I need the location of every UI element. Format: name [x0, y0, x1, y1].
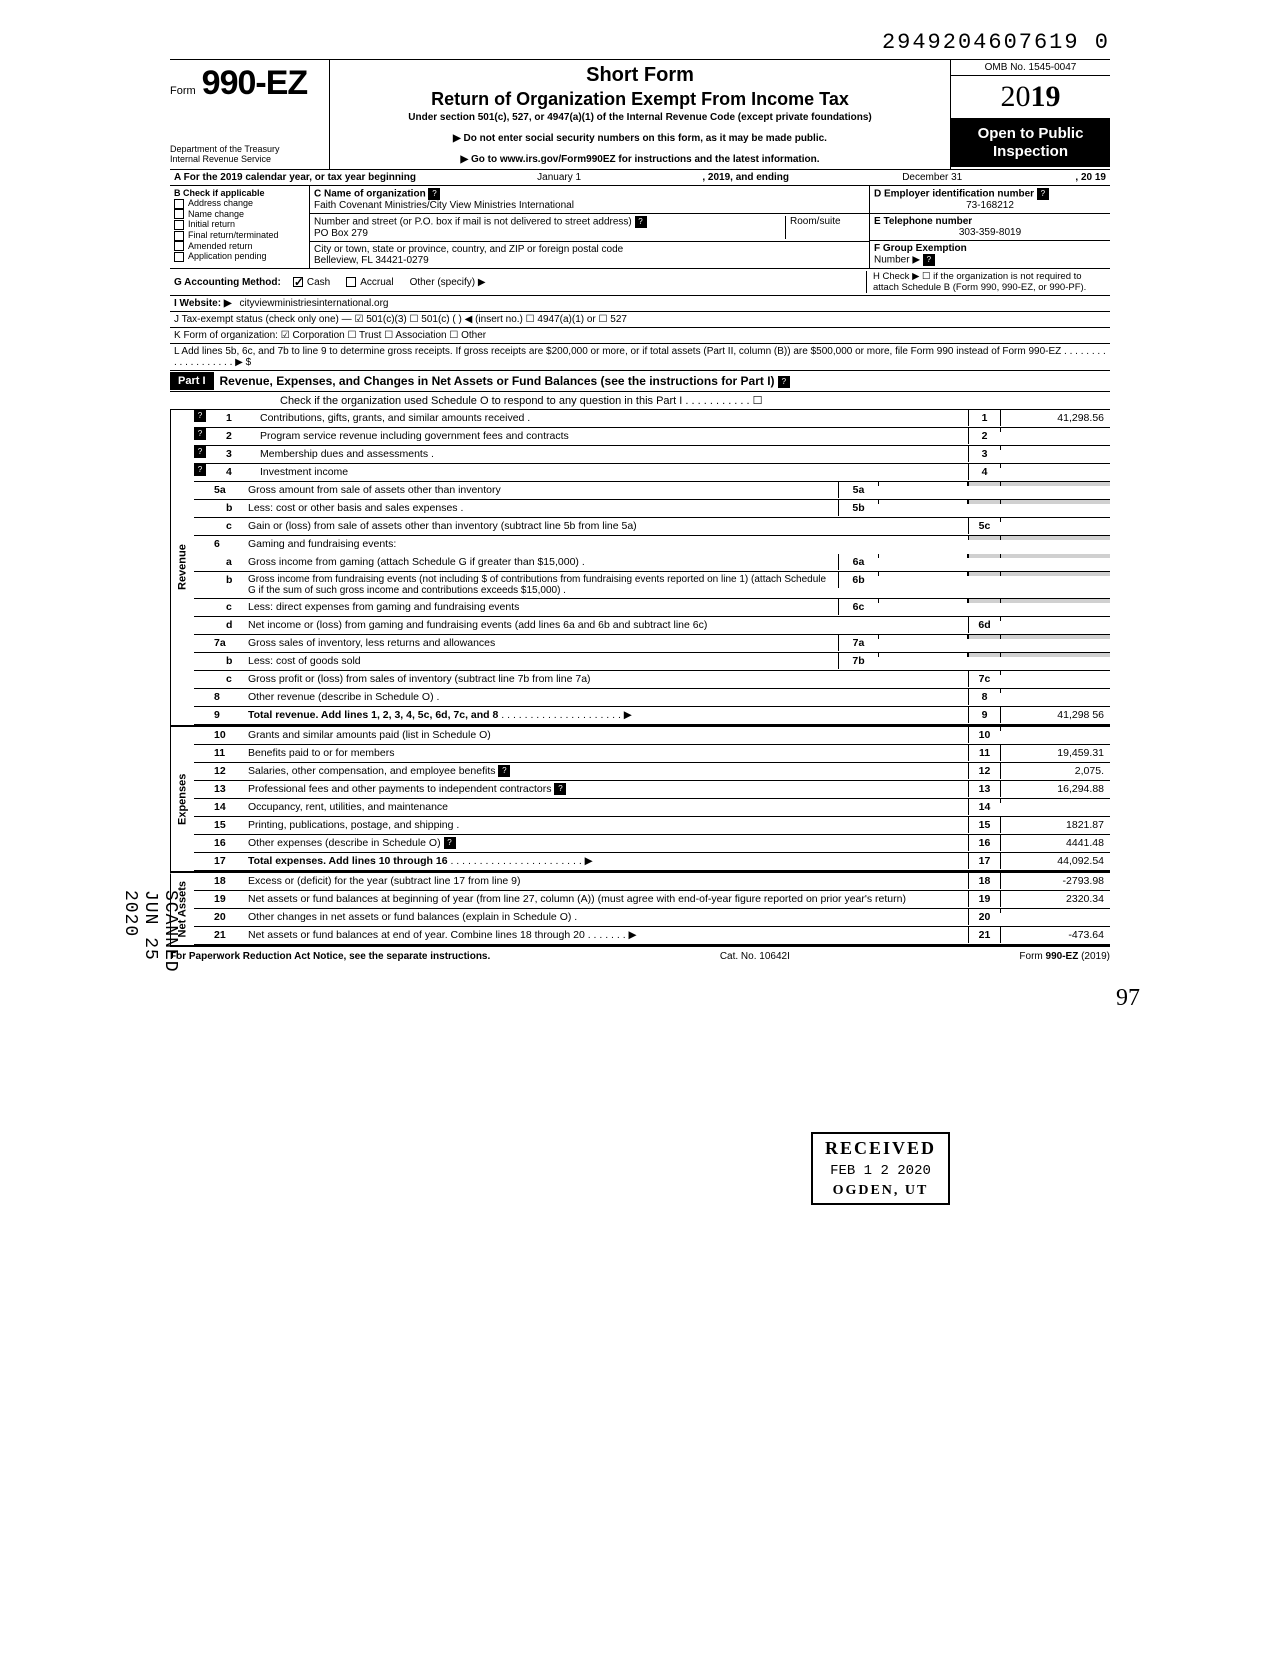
line-13-value: 16,294.88	[1000, 781, 1110, 797]
line-8-value	[1000, 689, 1110, 693]
footer-mid: Cat. No. 10642I	[720, 951, 790, 962]
help-icon[interactable]: ?	[194, 428, 206, 440]
line-1-value: 41,298.56	[1000, 410, 1110, 426]
row-i-website: I Website: ▶ cityviewministriesinternati…	[170, 296, 1110, 312]
section-f-label: F Group Exemption	[874, 243, 967, 254]
section-c-label: C Name of organization	[314, 189, 426, 200]
ssn-note: Do not enter social security numbers on …	[338, 133, 942, 144]
revenue-block: Revenue ?1Contributions, gifts, grants, …	[170, 410, 1110, 727]
check-amended-return[interactable]	[174, 241, 184, 251]
part-1-label: Part I	[170, 372, 214, 390]
entity-info-block: B Check if applicable Address change Nam…	[170, 186, 1110, 269]
help-icon[interactable]: ?	[194, 446, 206, 458]
line-19-value: 2320.34	[1000, 891, 1110, 907]
help-icon[interactable]: ?	[444, 837, 456, 849]
return-title: Return of Organization Exempt From Incom…	[338, 89, 942, 110]
side-label-revenue: Revenue	[170, 410, 194, 725]
line-12-value: 2,075.	[1000, 763, 1110, 779]
section-b-header: B Check if applicable	[174, 188, 305, 198]
side-label-expenses: Expenses	[170, 727, 194, 871]
line-9-value: 41,298 56	[1000, 707, 1110, 723]
open-to-public: Open to Public Inspection	[951, 119, 1110, 167]
line-16-value: 4441.48	[1000, 835, 1110, 851]
department: Department of the Treasury Internal Reve…	[170, 145, 323, 165]
under-section: Under section 501(c), 527, or 4947(a)(1)…	[338, 112, 942, 123]
row-j-tax-exempt: J Tax-exempt status (check only one) — ☑…	[170, 312, 1110, 328]
expenses-block: Expenses 10Grants and similar amounts pa…	[170, 727, 1110, 873]
room-suite-label: Room/suite	[785, 216, 865, 239]
line-5c-value	[1000, 518, 1110, 522]
line-10-value	[1000, 727, 1110, 731]
section-d-label: D Employer identification number	[874, 189, 1034, 200]
form-number: 990-EZ	[202, 64, 308, 103]
row-l-gross-receipts: L Add lines 5b, 6c, and 7b to line 9 to …	[170, 344, 1110, 371]
form-label: Form	[170, 85, 196, 97]
line-11-value: 19,459.31	[1000, 745, 1110, 761]
part-1-schedule-check: Check if the organization used Schedule …	[170, 392, 1110, 410]
help-icon[interactable]: ?	[194, 410, 206, 422]
line-17-value: 44,092.54	[1000, 853, 1110, 869]
line-20-value	[1000, 909, 1110, 913]
line-7c-value	[1000, 671, 1110, 675]
ein-value: 73-168212	[874, 200, 1106, 211]
org-address: PO Box 279	[314, 228, 368, 239]
section-f-sub: Number ▶	[874, 255, 920, 266]
goto-note: Go to www.irs.gov/Form990EZ for instruct…	[338, 154, 942, 165]
line-14-value	[1000, 799, 1110, 803]
part-1-title: Revenue, Expenses, and Changes in Net As…	[214, 371, 796, 391]
page-footer: For Paperwork Reduction Act Notice, see …	[170, 947, 1110, 962]
org-name: Faith Covenant Ministries/City View Mini…	[314, 200, 574, 211]
handwritten-note: 97	[1116, 985, 1140, 1012]
check-accrual[interactable]	[346, 277, 356, 287]
city-label: City or town, state or province, country…	[314, 244, 623, 255]
line-18-value: -2793.98	[1000, 873, 1110, 889]
section-e-label: E Telephone number	[874, 216, 972, 227]
check-cash[interactable]	[293, 277, 303, 287]
row-k-form-org: K Form of organization: ☑ Corporation ☐ …	[170, 328, 1110, 344]
website-value: cityviewministriesinternational.org	[240, 298, 389, 309]
org-city: Belleview, FL 34421-0279	[314, 255, 429, 266]
row-a-tax-year: A For the 2019 calendar year, or tax yea…	[170, 170, 1110, 186]
check-name-change[interactable]	[174, 209, 184, 219]
check-final-return[interactable]	[174, 231, 184, 241]
omb-number: OMB No. 1545-0047	[951, 60, 1110, 76]
help-icon[interactable]: ?	[554, 783, 566, 795]
help-icon[interactable]: ?	[778, 376, 790, 388]
help-icon[interactable]: ?	[1037, 188, 1049, 200]
line-2-value	[1000, 428, 1110, 432]
help-icon[interactable]: ?	[194, 464, 206, 476]
row-h: H Check ▶ ☐ if the organization is not r…	[866, 271, 1106, 293]
help-icon[interactable]: ?	[498, 765, 510, 777]
received-stamp: RECEIVED FEB 1 2 2020 OGDEN, UT	[811, 1132, 950, 1205]
check-initial-return[interactable]	[174, 220, 184, 230]
line-15-value: 1821.87	[1000, 817, 1110, 833]
phone-value: 303-359-8019	[874, 227, 1106, 238]
row-g-accounting: G Accounting Method: Cash Accrual Other …	[170, 269, 1110, 296]
footer-right: Form 990-EZ (2019)	[1019, 951, 1110, 962]
short-form-title: Short Form	[338, 64, 942, 87]
footer-left: For Paperwork Reduction Act Notice, see …	[170, 951, 490, 962]
form-header: Form 990-EZ Department of the Treasury I…	[170, 59, 1110, 170]
line-4-value	[1000, 464, 1110, 468]
scanned-stamp: SCANNED JUN 25 2020	[120, 890, 180, 973]
help-icon[interactable]: ?	[428, 188, 440, 200]
check-application-pending[interactable]	[174, 252, 184, 262]
check-address-change[interactable]	[174, 199, 184, 209]
tax-year: 2019	[951, 76, 1110, 119]
net-assets-block: Net Assets 18Excess or (deficit) for the…	[170, 873, 1110, 947]
addr-label: Number and street (or P.O. box if mail i…	[314, 217, 632, 228]
line-21-value: -473.64	[1000, 927, 1110, 943]
line-6d-value	[1000, 617, 1110, 621]
help-icon[interactable]: ?	[635, 216, 647, 228]
line-3-value	[1000, 446, 1110, 450]
document-locator-number: 2949204607619 0	[170, 30, 1110, 55]
help-icon[interactable]: ?	[923, 254, 935, 266]
part-1-header-row: Part I Revenue, Expenses, and Changes in…	[170, 371, 1110, 392]
